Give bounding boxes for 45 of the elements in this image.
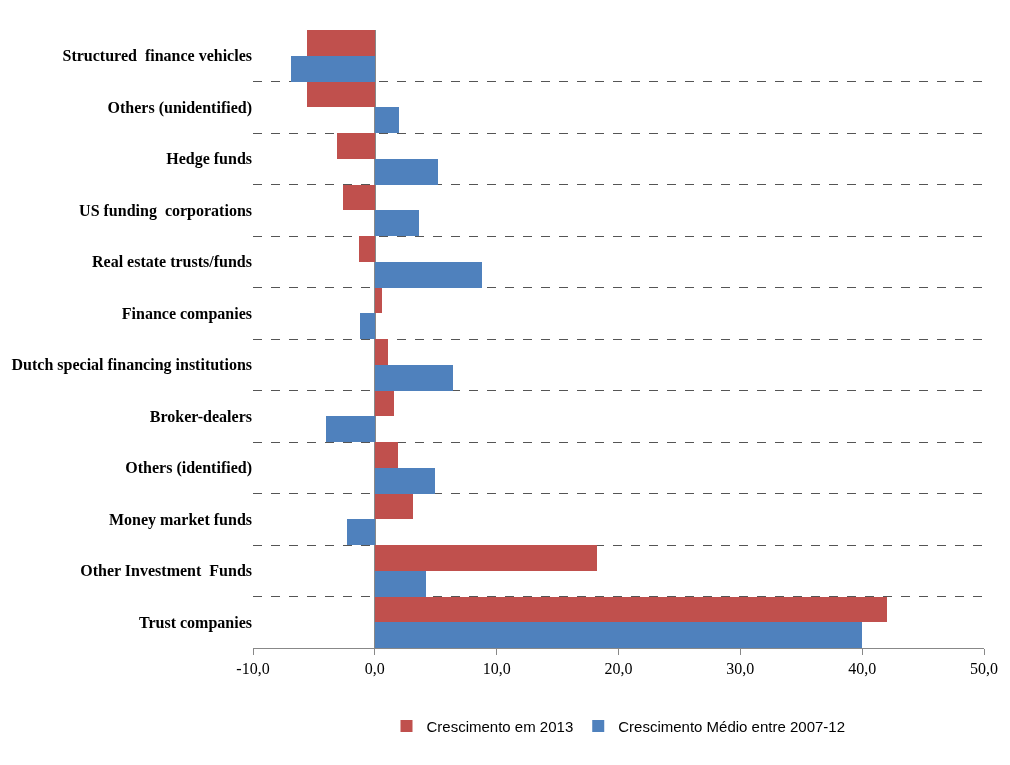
bar — [375, 571, 426, 597]
y-tick-label: Real estate trusts/funds — [92, 253, 252, 271]
y-tick-label: Structured finance vehicles — [62, 47, 252, 65]
bar — [375, 107, 399, 133]
bar — [326, 416, 375, 442]
legend-label: Crescimento Médio entre 2007-12 — [618, 717, 846, 735]
y-tick-label: Others (unidentified) — [107, 98, 252, 117]
y-tick-label: Other Investment Funds — [80, 562, 252, 580]
y-tick-label: Broker-dealers — [149, 407, 252, 425]
y-tick-label: Trust companies — [138, 613, 252, 632]
y-tick-label: Finance companies — [121, 304, 252, 323]
x-tick-label: 20,0 — [604, 660, 633, 678]
bar — [307, 30, 375, 56]
bar — [337, 133, 375, 159]
y-tick-label: Others (identified) — [125, 459, 252, 478]
bar — [375, 442, 398, 468]
bar — [375, 262, 482, 288]
bar — [359, 236, 375, 262]
bar — [307, 82, 375, 107]
y-tick-label: Dutch special financing institutions — [11, 356, 252, 375]
bar — [375, 159, 438, 185]
bar — [347, 519, 375, 545]
bar — [375, 494, 413, 519]
x-tick-label: 10,0 — [482, 660, 511, 678]
bar — [375, 365, 453, 391]
legend-label: Crescimento em 2013 — [426, 717, 574, 735]
y-tick-label: Money market funds — [108, 510, 252, 529]
y-tick-label: US funding corporations — [79, 201, 252, 220]
x-tick-label: 0,0 — [364, 660, 385, 678]
bar — [375, 339, 388, 365]
bar — [375, 545, 597, 571]
y-tick-label: Hedge funds — [166, 150, 252, 169]
bar — [375, 288, 382, 313]
bar — [343, 185, 375, 210]
bar — [375, 468, 435, 494]
bar — [291, 56, 375, 82]
bar — [375, 210, 419, 236]
bar — [360, 313, 375, 339]
bar — [375, 391, 394, 416]
x-tick-label: -10,0 — [236, 660, 270, 678]
x-tick-label: 30,0 — [726, 660, 755, 678]
x-tick-label: 50,0 — [970, 660, 998, 678]
x-tick-label: 40,0 — [848, 660, 877, 678]
bar — [375, 597, 887, 622]
bar — [375, 622, 862, 648]
